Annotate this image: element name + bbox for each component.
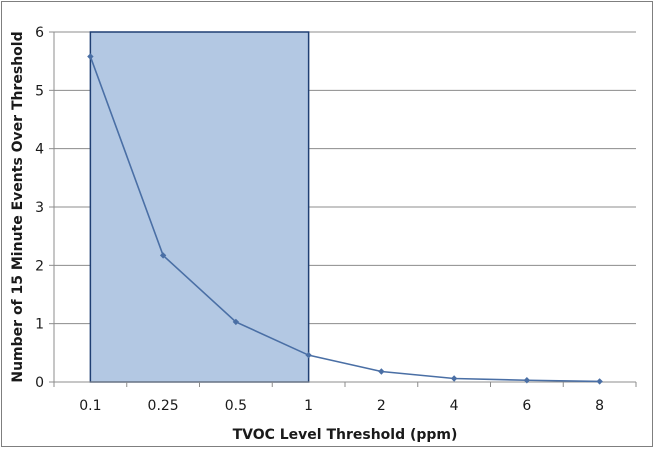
- y-tick-0: 0: [35, 375, 44, 391]
- x-tick-0.1: 0.1: [79, 398, 101, 414]
- x-tick-8: 8: [595, 398, 604, 414]
- y-tick-2: 2: [35, 258, 44, 274]
- data-point-0.25: [159, 252, 167, 259]
- y-tick-labels: 0 1 2 3 4 5 6: [35, 25, 44, 391]
- axes: [49, 31, 637, 387]
- x-tick-2: 2: [377, 398, 386, 414]
- data-point-6: [523, 377, 531, 384]
- y-tick-6: 6: [35, 25, 44, 41]
- x-axis-title: TVOC Level Threshold (ppm): [233, 427, 458, 443]
- x-tick-6: 6: [522, 398, 531, 414]
- data-point-0.1: [87, 53, 94, 60]
- y-tick-5: 5: [35, 83, 44, 99]
- x-tick-1: 1: [304, 398, 313, 414]
- highlight-box: [89, 31, 310, 383]
- x-tick-4: 4: [450, 398, 459, 414]
- y-tick-4: 4: [35, 142, 44, 158]
- x-tick-0.5: 0.5: [225, 398, 247, 414]
- series-line-0: [89, 56, 600, 383]
- data-point-2: [378, 368, 385, 375]
- y-axis-title: Number of 15 Minute Events Over Threshol…: [10, 31, 26, 382]
- x-tick-0.25: 0.25: [148, 398, 179, 414]
- data-point-0.5: [232, 318, 240, 326]
- data-point-1: [305, 351, 312, 359]
- highlight-region: [89, 31, 310, 383]
- data-point-8: [596, 378, 603, 385]
- x-tick-labels: 0.1 0.25 0.5 1 2 4 6 8: [79, 398, 604, 414]
- series-line: [87, 53, 603, 385]
- y-tick-1: 1: [35, 317, 44, 333]
- data-point-4: [450, 375, 458, 382]
- y-tick-3: 3: [35, 200, 44, 216]
